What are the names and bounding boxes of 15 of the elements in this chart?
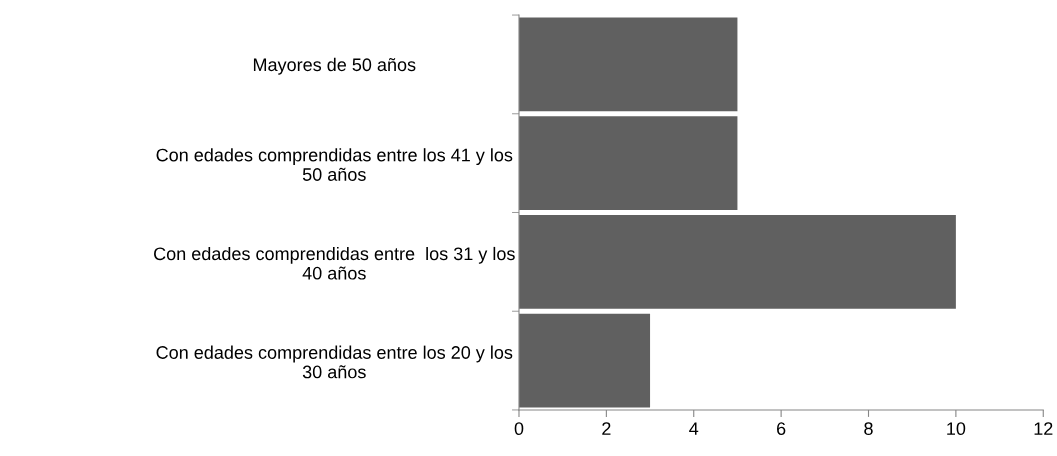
x-tick-label: 12 <box>1034 422 1053 435</box>
bar <box>518 313 651 408</box>
x-tick-label: 0 <box>514 422 524 436</box>
x-tick-label: 4 <box>689 422 699 435</box>
bar <box>518 17 738 112</box>
bar <box>518 214 956 309</box>
x-tick-label: 8 <box>864 422 873 436</box>
y-tick-label: Con edades comprendidas entre los 31 y los 40 años <box>154 246 515 280</box>
y-tick-label: Con edades comprendidas entre los 41 y los 50 años <box>156 148 513 181</box>
x-tick-label: 10 <box>947 422 966 436</box>
x-tick-label: 6 <box>777 422 786 436</box>
x-tick-label: 2 <box>602 422 611 435</box>
y-tick-label: Mayores de 50 años <box>253 57 416 75</box>
y-tick-label: Con edades comprendidas entre los 20 y los 30 años <box>156 345 513 379</box>
bar <box>518 116 738 211</box>
